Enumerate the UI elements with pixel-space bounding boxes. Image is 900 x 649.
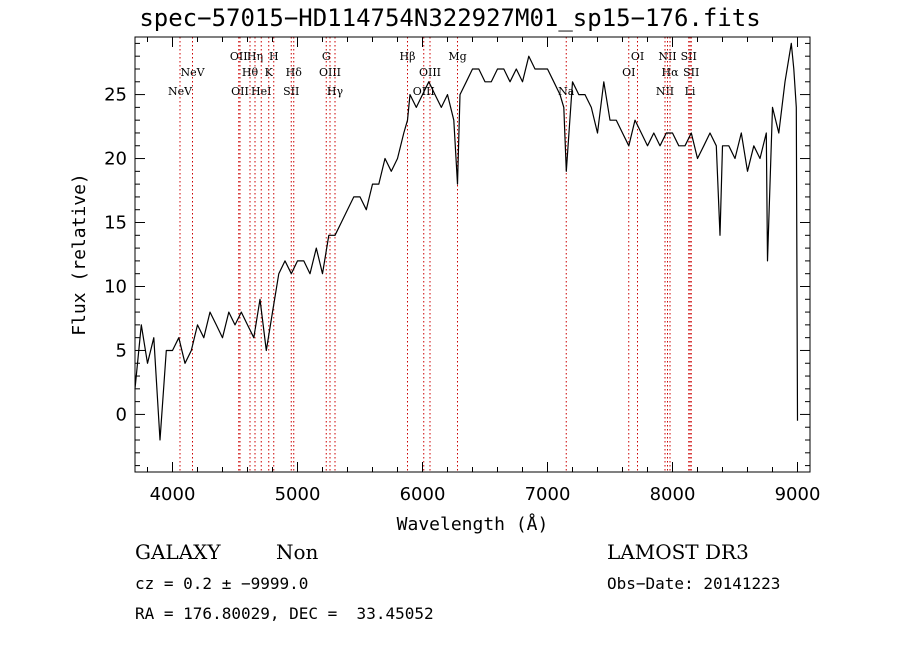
object-class: GALAXY (135, 540, 221, 564)
x-tick-label: 9000 (775, 484, 821, 505)
x-tick-label: 6000 (400, 484, 446, 505)
line-marker-label: H (269, 50, 279, 63)
line-marker-label: NII (658, 50, 676, 63)
object-subclass: Non (276, 540, 319, 564)
line-marker-label: OII (231, 85, 249, 98)
spectrum-chart: NeVNeVOIIOIIHθHηHeIKHHδSIIGOIIIHγHβOIIIO… (69, 36, 821, 535)
line-marker-label: Hη (247, 50, 263, 63)
line-marker-label: OII (230, 50, 248, 63)
line-marker-label: Hθ (242, 66, 259, 79)
x-tick-label: 5000 (275, 484, 321, 505)
x-tick-label: 4000 (150, 484, 196, 505)
chart-title: spec−57015−HD114754N322927M01_sp15−176.f… (139, 4, 761, 32)
line-marker-label: NII (656, 85, 674, 98)
y-axis-label: Flux (relative) (69, 173, 90, 336)
x-axis-label: Wavelength (Å) (397, 513, 549, 535)
y-tick-label: 5 (116, 340, 127, 361)
line-marker-label: Hγ (327, 85, 344, 98)
y-tick-label: 15 (104, 213, 127, 234)
y-tick-label: 20 (104, 149, 127, 170)
line-marker-label: OIII (419, 66, 441, 79)
line-marker-label: OI (622, 66, 635, 79)
line-marker-label: HeI (251, 85, 271, 98)
spectrum-line (134, 42, 799, 441)
y-tick-label: 10 (104, 276, 127, 297)
line-marker-label: Na (558, 85, 575, 98)
observation-date: Obs−Date: 20141223 (607, 574, 781, 593)
line-marker-label: SII (683, 66, 699, 79)
line-marker-label: Mg (448, 50, 466, 63)
line-marker-label: Hα (661, 66, 679, 79)
y-tick-label: 25 (104, 85, 127, 106)
x-tick-label: 8000 (650, 484, 696, 505)
coordinates-readout: RA = 176.80029, DEC = 33.45052 (135, 604, 434, 623)
x-tick-label: 7000 (525, 484, 571, 505)
line-marker-label: K (265, 66, 274, 79)
line-marker-label: NeV (168, 85, 193, 98)
redshift-readout: cz = 0.2 ± −9999.0 (135, 574, 309, 593)
line-marker-label: Hβ (400, 50, 416, 63)
line-marker-label: Hδ (286, 66, 303, 79)
survey-name: LAMOST DR3 (607, 540, 749, 564)
y-tick-label: 0 (116, 404, 127, 425)
line-marker-label: SII (681, 50, 697, 63)
plot-frame (134, 36, 811, 473)
line-marker-label: OIII (319, 66, 341, 79)
line-marker-label: NeV (180, 66, 205, 79)
line-marker-label: Li (685, 85, 696, 98)
line-marker-label: SII (283, 85, 299, 98)
line-marker-label: G (322, 50, 331, 63)
line-marker-label: OI (631, 50, 644, 63)
